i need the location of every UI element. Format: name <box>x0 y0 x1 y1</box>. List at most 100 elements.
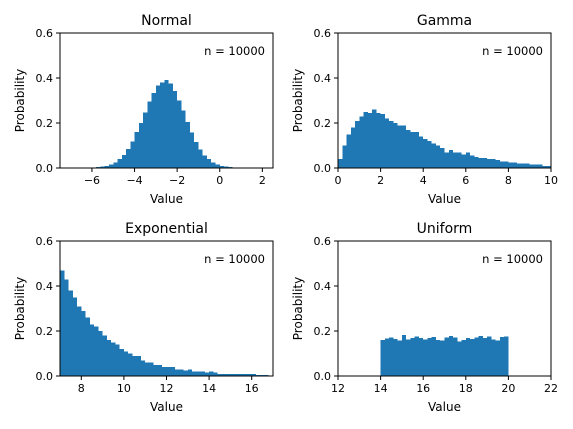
histogram-bar <box>478 157 483 168</box>
bars <box>338 109 551 168</box>
histogram-bar <box>495 160 500 168</box>
histogram-bar <box>478 336 483 376</box>
histogram-bar <box>94 326 99 376</box>
histogram-bar <box>64 279 69 376</box>
histogram-bar <box>68 290 73 376</box>
x-tick-label: 6 <box>462 174 469 187</box>
x-tick-label: 8 <box>505 174 512 187</box>
histogram-bar <box>85 317 90 376</box>
histogram-bar <box>491 159 496 168</box>
bars <box>79 79 267 168</box>
histogram-bar <box>435 339 441 376</box>
histogram-bar <box>508 162 513 168</box>
panel-normal: −6 −4 −2 0 2 0.0 0.2 0.4 0.6 Normal Value Probabili… <box>13 13 274 206</box>
histogram-bar <box>525 163 530 168</box>
histogram-bar <box>499 161 505 168</box>
histogram-bar <box>474 337 479 376</box>
histogram-bar <box>512 162 517 168</box>
x-tick-label: 2 <box>259 174 266 187</box>
histogram-bar <box>465 338 471 376</box>
histogram-bar <box>140 360 146 376</box>
y-tick-label: 0.6 <box>314 27 332 40</box>
y-tick-label: 0.0 <box>36 370 54 383</box>
histogram-bar <box>406 129 411 168</box>
x-tick-label: 14 <box>374 382 388 395</box>
histogram-bar <box>192 371 197 376</box>
sample-size-annotation: n = 10000 <box>204 252 265 266</box>
y-tick-label: 0.6 <box>36 235 54 248</box>
y-tick-label: 0.2 <box>314 117 332 130</box>
histogram-bar <box>89 324 95 376</box>
histogram-bar <box>465 152 471 168</box>
x-tick-label: 12 <box>160 382 174 395</box>
histogram-bar <box>359 116 364 168</box>
histogram-bar <box>153 364 158 376</box>
histogram-bar <box>491 339 496 376</box>
histogram-bar <box>196 371 201 376</box>
y-axis-label: Probability <box>291 277 305 340</box>
histogram-bar <box>108 164 114 168</box>
histogram-bar <box>482 337 488 376</box>
y-tick-label: 0.4 <box>36 72 54 85</box>
bars <box>60 270 269 376</box>
histogram-bar <box>77 306 82 376</box>
histogram-bar <box>183 370 188 376</box>
y-axis-label: Probability <box>291 69 305 132</box>
histogram-bar <box>113 162 118 168</box>
histogram-bar <box>215 164 220 168</box>
histogram-bar <box>384 338 390 376</box>
histogram-bar <box>414 132 419 168</box>
panel-title: Gamma <box>417 13 472 29</box>
histogram-bar <box>401 125 407 168</box>
histogram-bar <box>444 337 449 376</box>
histogram-bar <box>410 132 415 168</box>
histogram-bar <box>504 336 509 376</box>
histogram-bar <box>106 340 112 376</box>
histogram-bar <box>427 141 432 168</box>
histogram-bar <box>181 110 186 168</box>
histogram-bar <box>431 143 436 168</box>
x-tick-label: −2 <box>169 174 185 187</box>
histogram-bar <box>363 111 368 168</box>
histogram-bar <box>495 340 500 376</box>
histogram-bar <box>157 364 163 376</box>
y-tick-label: 0.0 <box>314 162 332 175</box>
histogram-bar <box>418 338 424 376</box>
histogram-bar <box>406 339 411 376</box>
histogram-bar <box>206 159 212 168</box>
histogram-bar <box>130 141 135 168</box>
histogram-bar <box>487 159 492 168</box>
histogram-bar <box>230 373 235 376</box>
y-tick-label: 0.4 <box>314 280 332 293</box>
histogram-bar <box>185 121 190 168</box>
y-tick-label: 0.2 <box>36 325 54 338</box>
x-tick-label: 14 <box>202 382 216 395</box>
x-tick-label: 16 <box>245 382 259 395</box>
x-axis-label: Value <box>428 192 461 206</box>
x-tick-label: 4 <box>420 174 427 187</box>
histogram-bar <box>162 367 167 376</box>
histogram-bar <box>119 349 124 376</box>
y-tick-label: 0.4 <box>314 72 332 85</box>
histogram-bar <box>376 112 381 168</box>
histogram-bar <box>410 337 415 376</box>
histogram-bar <box>435 145 441 168</box>
histogram-bar <box>260 374 265 376</box>
histogram-bar <box>121 154 127 168</box>
histogram-bar <box>346 134 351 168</box>
x-tick-label: 16 <box>416 382 430 395</box>
histogram-bar <box>194 142 199 168</box>
histogram-bar <box>111 342 116 376</box>
y-tick-label: 0.2 <box>36 117 54 130</box>
histogram-bar <box>247 374 252 376</box>
x-tick-label: 0 <box>216 174 223 187</box>
panel-exponential: 8 10 12 14 16 0.0 0.2 0.4 0.6 Exponential Value Pro… <box>13 221 274 414</box>
histogram-bar <box>100 166 105 168</box>
histogram-bar <box>397 125 402 168</box>
histogram-bar <box>175 369 180 376</box>
histogram-bar <box>516 163 522 168</box>
histogram-bar <box>217 373 222 376</box>
histogram-bar <box>389 337 394 376</box>
panel-title: Normal <box>141 13 192 29</box>
